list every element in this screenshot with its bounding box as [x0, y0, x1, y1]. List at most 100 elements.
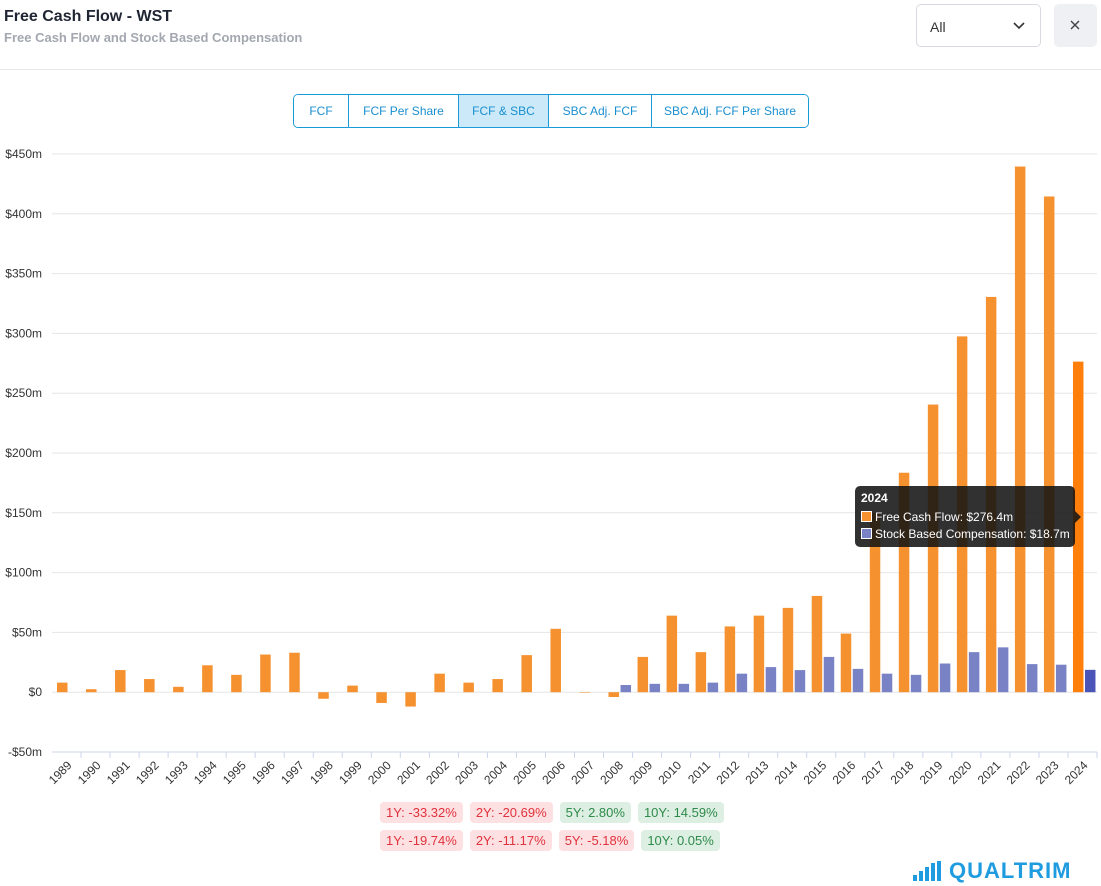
- x-tick-label: 2023: [1033, 758, 1062, 787]
- tooltip-sbc-row: Stock Based Compensation: $18.7m: [861, 527, 1070, 541]
- tab-sbc-adj-fcf-per-share[interactable]: SBC Adj. FCF Per Share: [652, 95, 808, 127]
- range-select[interactable]: All: [916, 4, 1041, 47]
- x-tick-label: 2005: [510, 758, 539, 787]
- y-tick-label: $250m: [5, 386, 42, 400]
- y-tick-label: $300m: [5, 326, 42, 340]
- chart-tooltip: 2024 Free Cash Flow: $276.4m Stock Based…: [855, 486, 1081, 547]
- range-select-value: All: [930, 19, 946, 35]
- growth-pill: 2Y: -20.69%: [469, 802, 553, 823]
- x-tick-label: 2006: [539, 758, 568, 787]
- tab-fcf-sbc[interactable]: FCF & SBC: [459, 95, 549, 127]
- sbc-bar: [852, 668, 864, 693]
- sbc-bar: [736, 673, 748, 693]
- close-button[interactable]: [1054, 4, 1097, 47]
- y-tick-label: $100m: [5, 566, 42, 580]
- x-tick-label: 1996: [249, 758, 278, 787]
- y-tick-label: $150m: [5, 506, 42, 520]
- fcf-bar: [318, 692, 329, 699]
- fcf-bar: [202, 665, 213, 693]
- growth-pill: 5Y: -5.18%: [558, 830, 635, 851]
- sbc-bar: [678, 683, 690, 693]
- sbc-bar: [968, 652, 980, 693]
- bar-chart: -$50m $0 $50m $100m $150m $200m $250m $300m $350…: [5, 147, 1098, 787]
- sbc-bar: [1084, 669, 1096, 693]
- x-tick-label: 2003: [452, 758, 481, 787]
- fcf-bar: [1043, 196, 1055, 693]
- fcf-bar: [579, 692, 590, 693]
- sbc-bar: [823, 656, 835, 693]
- x-tick-label: 2016: [830, 758, 859, 787]
- page-subtitle: Free Cash Flow and Stock Based Compensat…: [4, 30, 303, 45]
- y-tick-label: $200m: [5, 446, 42, 460]
- sbc-bar: [1055, 664, 1067, 693]
- sbc-bar: [910, 674, 922, 693]
- y-tick-label: $50m: [12, 625, 42, 639]
- y-tick-label: $0: [29, 685, 43, 699]
- y-tick-label: $350m: [5, 267, 42, 281]
- fcf-bar: [492, 679, 503, 693]
- fcf-bar: [869, 512, 881, 693]
- x-tick-label: 2009: [626, 758, 655, 787]
- fcf-bar: [289, 652, 300, 693]
- sbc-swatch: [861, 528, 872, 539]
- x-tick-label: 2022: [1004, 758, 1033, 787]
- x-tick-label: 2018: [888, 758, 917, 787]
- tooltip-fcf-text: Free Cash Flow: $276.4m: [875, 510, 1014, 524]
- fcf-bar: [231, 674, 242, 693]
- fcf-bar: [260, 654, 271, 693]
- tooltip-sbc-text: Stock Based Compensation: $18.7m: [875, 527, 1070, 541]
- fcf-bar: [840, 633, 852, 693]
- qualtrim-logo: QUALTRIM: [913, 858, 1071, 884]
- tooltip-title: 2024: [861, 491, 888, 505]
- logo-text: QUALTRIM: [949, 858, 1072, 883]
- x-tick-label: 1990: [75, 758, 104, 787]
- fcf-swatch: [861, 511, 872, 522]
- x-tick-label: 2004: [481, 758, 510, 787]
- tooltip-fcf-row: Free Cash Flow: $276.4m: [861, 510, 1013, 524]
- close-icon: [1070, 20, 1080, 30]
- x-tick-label: 1993: [162, 758, 191, 787]
- x-tick-label: 2008: [597, 758, 626, 787]
- fcf-bar: [1014, 166, 1026, 693]
- x-tick-label: 1997: [278, 758, 307, 787]
- x-tick-label: 1998: [307, 758, 336, 787]
- growth-pill: 10Y: 14.59%: [637, 802, 724, 823]
- sbc-bar: [881, 673, 893, 693]
- sbc-growth-row: 1Y: -19.74% 2Y: -11.17% 5Y: -5.18% 10Y: …: [380, 830, 720, 851]
- tab-fcf[interactable]: FCF: [294, 95, 349, 127]
- tab-fcf-per-share[interactable]: FCF Per Share: [349, 95, 459, 127]
- x-tick-label: 2024: [1062, 758, 1091, 787]
- x-tick-label: 2001: [394, 758, 423, 787]
- x-tick-label: 2012: [713, 758, 742, 787]
- sbc-bar: [620, 685, 632, 693]
- y-tick-label: -$50m: [8, 745, 42, 759]
- fcf-bar: [608, 692, 620, 697]
- x-tick-label: 1991: [104, 758, 133, 787]
- fcf-bar: [521, 655, 532, 693]
- fcf-bar: [811, 595, 823, 693]
- fcf-bar: [405, 692, 416, 707]
- x-tick-label: 2010: [655, 758, 684, 787]
- fcf-bar: [637, 656, 649, 693]
- fcf-bar: [115, 670, 126, 693]
- y-tick-label: $400m: [5, 207, 42, 221]
- fcf-bar: [1072, 361, 1084, 693]
- growth-pill: 1Y: -19.74%: [380, 830, 463, 851]
- fcf-bar: [695, 652, 707, 693]
- x-tick-label: 2011: [685, 758, 713, 786]
- fcf-bar: [144, 679, 155, 693]
- fcf-bar: [376, 692, 387, 703]
- fcf-bar: [927, 404, 939, 693]
- tab-sbc-adj-fcf[interactable]: SBC Adj. FCF: [549, 95, 652, 127]
- header: Free Cash Flow - WST Free Cash Flow and …: [0, 0, 1101, 70]
- sbc-bar: [1026, 664, 1038, 693]
- x-tick-label: 1989: [46, 758, 75, 787]
- x-tick-label: 2000: [365, 758, 394, 787]
- fcf-bar: [550, 628, 561, 693]
- x-tick-label: 2002: [423, 758, 452, 787]
- y-tick-label: $450m: [5, 147, 42, 161]
- x-tick-label: 2007: [568, 758, 597, 787]
- x-tick-label: 2014: [772, 758, 801, 787]
- x-tick-label: 1995: [220, 758, 249, 787]
- x-tick-label: 1999: [336, 758, 365, 787]
